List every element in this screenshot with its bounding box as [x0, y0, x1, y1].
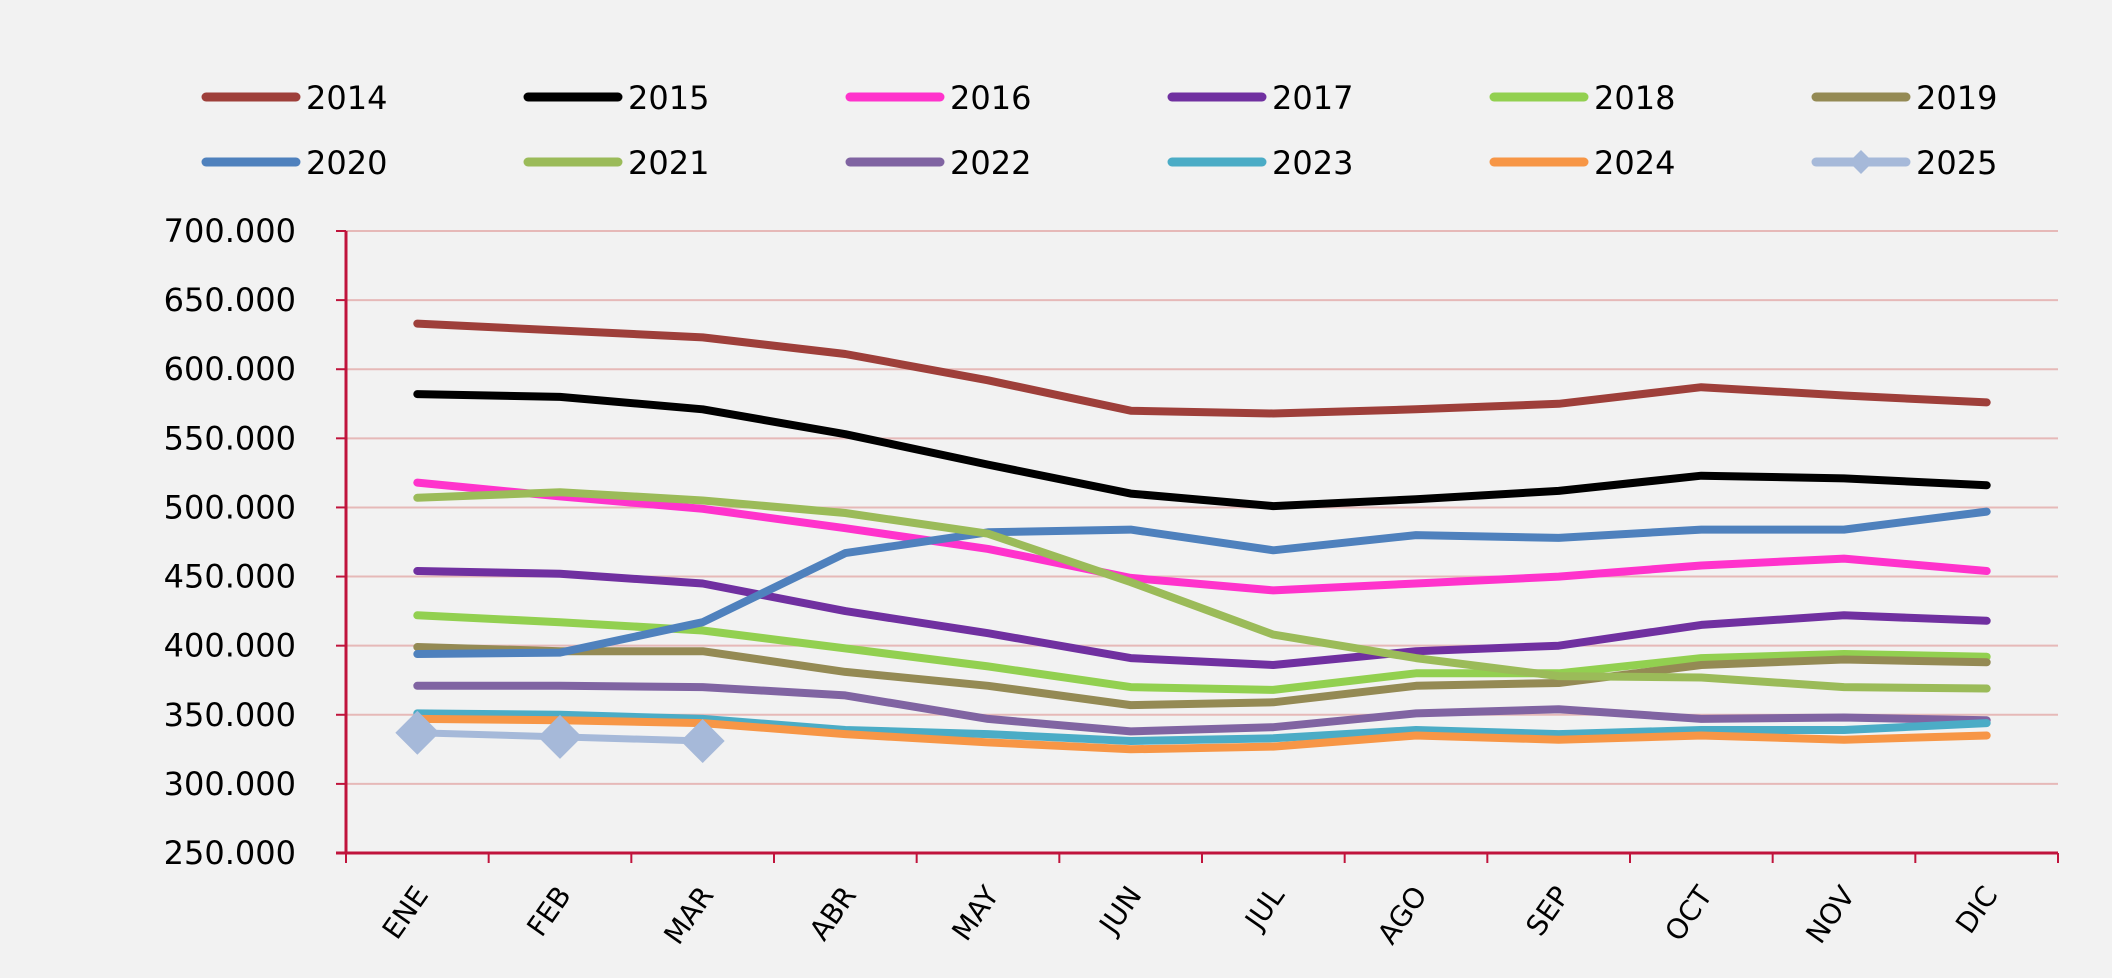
- y-tick-label: 500.000: [164, 488, 296, 526]
- legend-item-2017: 2017: [1167, 79, 1353, 117]
- series-2021: [413, 488, 1991, 693]
- data-point-marker: [538, 714, 582, 759]
- legend: 2014 2015 2016 2017 2018 2019 2020 2021 2022 2023…: [201, 79, 1997, 182]
- series-2016: [413, 478, 1991, 595]
- series-line-2019: [413, 643, 1991, 710]
- series-line-2021: [413, 488, 1991, 693]
- legend-item-2019: 2019: [1811, 79, 1997, 117]
- series-line-2022: [413, 681, 1991, 736]
- legend-item-2023: 2023: [1167, 144, 1353, 182]
- legend-label: 2015: [628, 79, 709, 117]
- legend-label: 2018: [1594, 79, 1675, 117]
- series-line-2016: [413, 478, 1991, 595]
- series-2014: [413, 319, 1991, 418]
- legend-item-2022: 2022: [845, 144, 1031, 182]
- series-2022: [413, 681, 1991, 736]
- x-tick-label: FEB: [520, 880, 577, 942]
- x-tick-label: AGO: [1371, 880, 1434, 950]
- legend-item-2021: 2021: [523, 144, 709, 182]
- series-2019: [413, 643, 1991, 710]
- series-2020: [413, 507, 1991, 658]
- x-tick-label: OCT: [1658, 879, 1719, 947]
- data-point-marker: [395, 710, 440, 755]
- legend-item-2014: 2014: [201, 79, 387, 117]
- x-tick-label: SEP: [1519, 880, 1576, 942]
- x-tick-label: DIC: [1949, 880, 2004, 939]
- y-tick-label: 400.000: [164, 627, 296, 665]
- series-line-2017: [413, 567, 1991, 669]
- y-tick-label: 450.000: [164, 558, 296, 596]
- legend-item-2016: 2016: [845, 79, 1031, 117]
- legend-label: 2025: [1916, 144, 1997, 182]
- series-line-2024: [413, 714, 1991, 754]
- y-axis-ticks: 700.000 650.000 600.000 550.000 500.000 450.0…: [164, 212, 346, 872]
- legend-label: 2017: [1272, 79, 1353, 117]
- legend-item-2025: 2025: [1811, 144, 1997, 182]
- legend-label: 2021: [628, 144, 709, 182]
- series-2023: [413, 709, 1991, 745]
- y-tick-label: 700.000: [164, 212, 296, 250]
- legend-label: 2016: [950, 79, 1031, 117]
- y-tick-label: 250.000: [164, 834, 296, 872]
- x-axis-ticks: ENE FEB MAR ABR MAY JUN JUL AGO SEP OCT NOV DIC: [345, 853, 2059, 950]
- series-2017: [413, 567, 1991, 669]
- legend-label: 2022: [950, 144, 1031, 182]
- y-tick-label: 600.000: [164, 350, 296, 388]
- legend-item-2020: 2020: [201, 144, 387, 182]
- series-line-2023: [413, 709, 1991, 745]
- x-tick-label: JUL: [1237, 880, 1291, 937]
- series-2025: [395, 710, 725, 764]
- legend-label: 2014: [306, 79, 387, 117]
- y-tick-label: 350.000: [164, 696, 296, 734]
- legend-label: 2024: [1594, 144, 1675, 182]
- series-line-2014: [413, 319, 1991, 418]
- x-tick-label: NOV: [1799, 880, 1861, 949]
- legend-item-2024: 2024: [1489, 144, 1675, 182]
- legend-label: 2023: [1272, 144, 1353, 182]
- x-tick-label: JUN: [1092, 880, 1149, 941]
- x-tick-label: MAY: [945, 879, 1006, 946]
- legend-item-2015: 2015: [523, 79, 709, 117]
- legend-label: 2020: [306, 144, 387, 182]
- series-line-2015: [413, 390, 1991, 511]
- legend-marker: [1849, 150, 1873, 174]
- axes: [336, 231, 2058, 855]
- x-tick-label: MAR: [657, 880, 720, 950]
- data-point-marker: [680, 719, 725, 764]
- series-lines: [395, 319, 1991, 764]
- series-2015: [413, 390, 1991, 511]
- y-tick-label: 650.000: [164, 281, 296, 319]
- legend-item-2018: 2018: [1489, 79, 1675, 117]
- x-tick-label: ENE: [376, 880, 435, 945]
- y-tick-label: 550.000: [164, 419, 296, 457]
- series-2024: [413, 714, 1991, 754]
- series-line-2020: [413, 507, 1991, 658]
- y-tick-label: 300.000: [164, 765, 296, 803]
- legend-label: 2019: [1916, 79, 1997, 117]
- x-tick-label: ABR: [803, 880, 863, 946]
